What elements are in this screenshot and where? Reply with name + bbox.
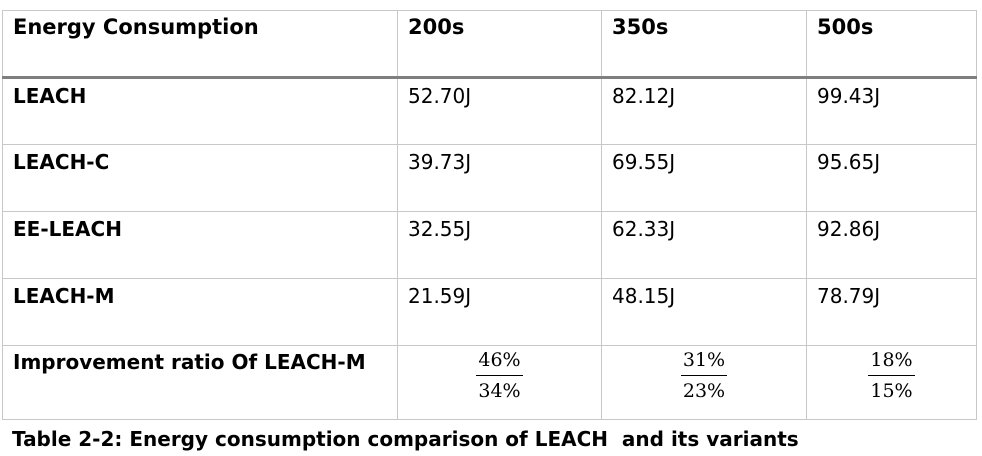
fraction-bar — [868, 375, 915, 376]
ratio-cell: 31% 23% — [601, 345, 807, 420]
table-row: LEACH 52.70J 82.12J 99.43J — [2, 77, 977, 145]
header-cell-500s: 500s — [806, 10, 977, 79]
ratio-cell: 18% 15% — [806, 345, 977, 420]
ratio-fraction: 31% 23% — [680, 348, 728, 403]
row-label-ee-leach: EE-LEACH — [2, 211, 398, 279]
table-row: EE-LEACH 32.55J 62.33J 92.86J — [2, 211, 977, 279]
table-cell: 92.86J — [806, 211, 977, 279]
header-cell-200s: 200s — [397, 10, 602, 79]
energy-consumption-table: Energy Consumption 200s 350s 500s LEACH … — [2, 10, 977, 420]
ratio-fraction: 46% 34% — [476, 348, 523, 403]
table-row: LEACH-M 21.59J 48.15J 78.79J — [2, 278, 977, 346]
fraction-bar — [476, 375, 523, 376]
table-cell: 52.70J — [397, 77, 602, 145]
fraction-denominator: 15% — [870, 380, 913, 402]
fraction-denominator: 34% — [478, 380, 521, 402]
fraction-bar — [680, 375, 728, 376]
table-cell: 82.12J — [601, 77, 807, 145]
table-cell: 62.33J — [601, 211, 807, 279]
improvement-ratio-row: Improvement ratio Of LEACH-M 46% 34% 31%… — [2, 345, 977, 420]
table-cell: 39.73J — [397, 144, 602, 212]
table-header-row: Energy Consumption 200s 350s 500s — [2, 10, 977, 79]
row-label-leach: LEACH — [2, 77, 398, 145]
row-label-leach-c: LEACH-C — [2, 144, 398, 212]
fraction-numerator: 18% — [870, 349, 913, 371]
table-cell: 78.79J — [806, 278, 977, 346]
table-caption: Table 2-2: Energy consumption comparison… — [12, 427, 799, 451]
table-cell: 32.55J — [397, 211, 602, 279]
ratio-fraction: 18% 15% — [868, 348, 915, 403]
header-cell-350s: 350s — [601, 10, 807, 79]
table-cell: 99.43J — [806, 77, 977, 145]
table-cell: 95.65J — [806, 144, 977, 212]
fraction-numerator: 46% — [478, 349, 521, 371]
table-cell: 48.15J — [601, 278, 807, 346]
ratio-cell: 46% 34% — [397, 345, 602, 420]
table-row: LEACH-C 39.73J 69.55J 95.65J — [2, 144, 977, 212]
table-cell: 69.55J — [601, 144, 807, 212]
fraction-numerator: 31% — [682, 349, 726, 371]
table-cell: 21.59J — [397, 278, 602, 346]
row-label-leach-m: LEACH-M — [2, 278, 398, 346]
header-cell-energy-consumption: Energy Consumption — [2, 10, 398, 79]
fraction-denominator: 23% — [682, 380, 726, 402]
row-label-improvement-ratio: Improvement ratio Of LEACH-M — [2, 345, 398, 420]
